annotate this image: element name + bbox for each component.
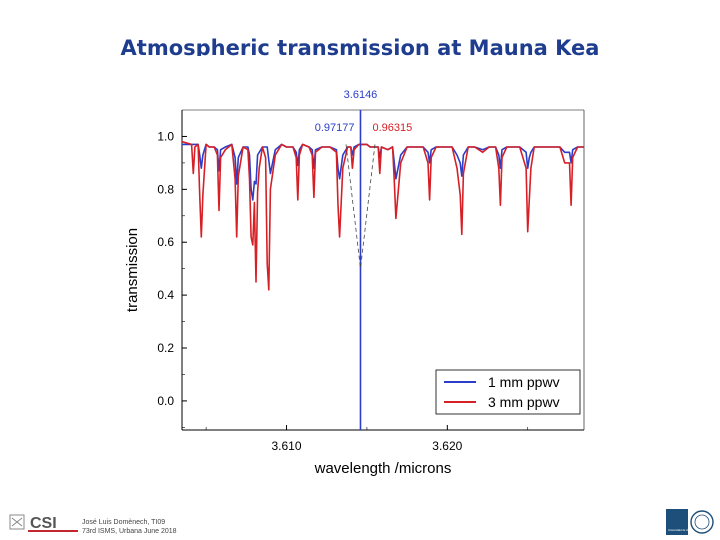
x-axis-label: wavelength /microns <box>314 460 452 477</box>
annotation-layer: 3.6146 0.97177 0.96315 <box>315 89 412 430</box>
y-tick-label: 0.2 <box>157 341 174 355</box>
university-logo: Universidad de Valladolid <box>666 509 716 535</box>
seal-icon <box>690 510 714 534</box>
x-tick-label: 3.620 <box>432 439 462 453</box>
plot-frame <box>181 109 585 431</box>
legend-label: 1 mm ppwv <box>488 374 560 390</box>
value-label-1mm: 0.97177 <box>315 122 355 134</box>
dashed-guide-right <box>360 144 376 269</box>
y-tick-label: 0.6 <box>157 235 174 249</box>
series-line-3mm <box>181 140 584 291</box>
x-tick-label: 3.610 <box>272 439 302 453</box>
legend: 1 mm ppwv 3 mm ppwv <box>435 369 581 415</box>
slide-title: Atmospheric transmission at Mauna Kea <box>120 36 600 56</box>
crest-icon <box>9 514 25 530</box>
csi-logo-text: CSI <box>30 515 57 532</box>
axes-layer: 0.0 0.2 0.4 0.6 0.8 1.0 3.610 3.620 wavelength /… <box>124 129 529 477</box>
y-axis-label: transmission <box>124 228 141 312</box>
y-tick-label: 0.0 <box>157 394 174 408</box>
university-logo-text: Universidad de Valladolid <box>668 528 698 532</box>
footer-author: José Luis Domènech, TI09 <box>82 519 166 526</box>
csi-logo: CSI <box>8 512 88 534</box>
legend-box <box>435 369 581 415</box>
legend-label: 3 mm ppwv <box>488 394 560 410</box>
footer-conference: 73rd ISMS, Urbana June 2018 <box>82 528 177 535</box>
y-tick-label: 0.8 <box>157 182 174 196</box>
value-label-3mm: 0.96315 <box>372 122 412 134</box>
y-tick-label: 1.0 <box>157 129 174 143</box>
series-layer <box>181 140 584 291</box>
y-tick-label: 0.4 <box>157 288 174 302</box>
cursor-label: 3.6146 <box>344 89 378 101</box>
